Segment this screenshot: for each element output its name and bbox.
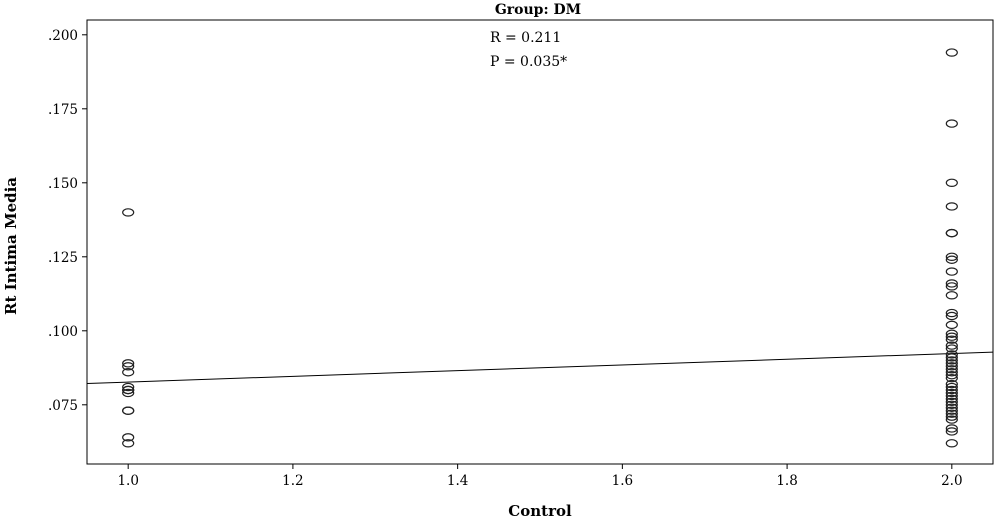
- annotation-r: R = 0.211: [490, 30, 561, 46]
- data-point: [945, 388, 958, 398]
- data-point: [945, 252, 958, 261]
- data-point: [945, 427, 958, 436]
- data-point: [945, 344, 958, 353]
- data-point: [122, 368, 135, 377]
- data-point: [945, 291, 958, 300]
- data-point: [945, 202, 958, 211]
- data-point: [945, 397, 958, 407]
- data-point: [945, 379, 958, 389]
- data-point: [945, 279, 958, 288]
- data-points: [122, 48, 958, 448]
- data-point: [945, 412, 958, 421]
- data-point: [945, 409, 958, 418]
- data-point: [122, 359, 135, 368]
- data-point: [945, 373, 958, 383]
- data-point: [945, 368, 958, 377]
- data-point: [122, 385, 135, 395]
- data-point: [122, 362, 135, 371]
- y-tick-label: .075: [48, 398, 78, 414]
- data-point: [945, 282, 958, 291]
- chart-title: Group: DM: [495, 2, 581, 18]
- x-tick-label: 1.6: [612, 473, 633, 489]
- data-point: [945, 391, 958, 401]
- data-point: [945, 311, 958, 321]
- y-tick-label: .125: [48, 250, 78, 266]
- x-tick-label: 1.0: [117, 473, 138, 489]
- x-axis: 1.0 1.2 1.4 1.6 1.8 2.0: [117, 464, 963, 489]
- x-tick-label: 2.0: [941, 473, 962, 489]
- data-point: [945, 350, 958, 359]
- y-tick-label: .150: [48, 176, 78, 192]
- data-point: [945, 255, 958, 264]
- data-point: [945, 335, 958, 344]
- data-point: [945, 178, 958, 187]
- data-point: [945, 406, 958, 415]
- data-point: [945, 119, 958, 128]
- data-point: [945, 356, 958, 365]
- x-axis-label: Control: [508, 502, 572, 520]
- data-point: [122, 208, 135, 217]
- data-point: [945, 371, 958, 380]
- data-point: [945, 439, 958, 448]
- plot-frame: [86, 19, 994, 465]
- data-point: [945, 365, 958, 374]
- data-point: [945, 320, 958, 330]
- data-point: [945, 394, 958, 404]
- data-point: [945, 403, 958, 412]
- data-point: [945, 332, 958, 341]
- data-point: [945, 385, 958, 395]
- data-point: [945, 267, 958, 276]
- y-tick-label: .175: [48, 102, 78, 118]
- data-point: [122, 406, 135, 415]
- y-axis: .075 .100 .125 .150 .175 .200: [48, 28, 87, 414]
- data-point: [945, 415, 958, 424]
- x-tick-label: 1.2: [282, 473, 303, 489]
- data-point: [945, 362, 958, 371]
- data-point: [945, 382, 958, 392]
- y-axis-label: Rt Intima Media: [2, 177, 20, 315]
- fit-line: [86, 351, 994, 384]
- data-point: [945, 359, 958, 368]
- data-point: [945, 228, 958, 238]
- data-point: [945, 329, 958, 338]
- data-point: [122, 433, 135, 442]
- x-tick-label: 1.8: [776, 473, 797, 489]
- data-point: [945, 48, 958, 57]
- x-tick-label: 1.4: [447, 473, 468, 489]
- annotation-p: P = 0.035*: [490, 54, 567, 70]
- data-point: [945, 400, 958, 409]
- data-point: [945, 308, 958, 318]
- data-point: [945, 353, 958, 362]
- y-tick-label: .200: [48, 28, 78, 44]
- data-point: [122, 388, 135, 398]
- y-tick-label: .100: [48, 324, 78, 340]
- data-point: [945, 424, 958, 433]
- data-point: [122, 382, 135, 392]
- data-point: [945, 341, 958, 350]
- data-point: [122, 439, 135, 448]
